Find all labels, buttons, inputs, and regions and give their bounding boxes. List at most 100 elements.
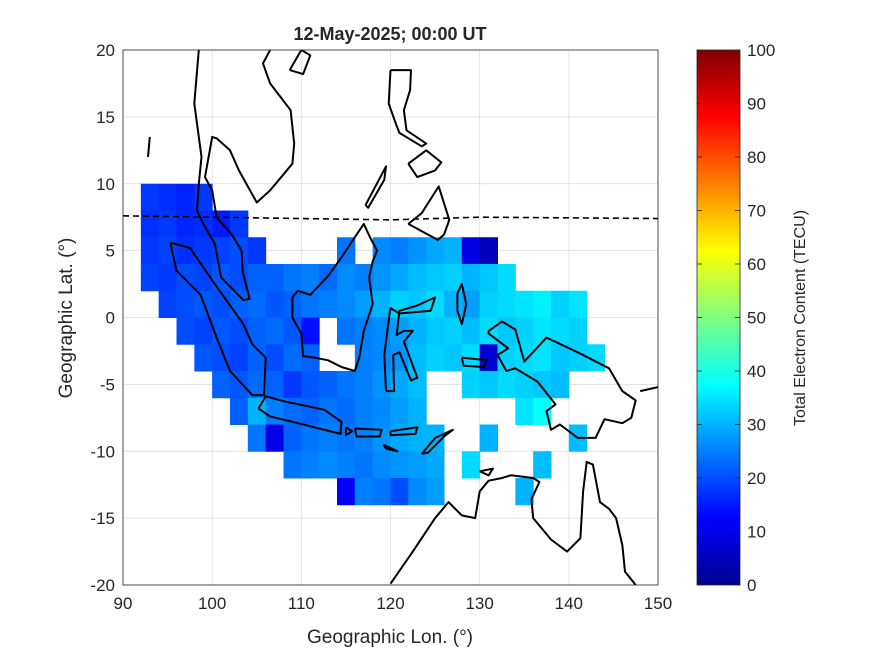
tec-cell [140, 183, 160, 211]
tec-cell [354, 344, 374, 372]
colorbar-tick-label: 70 [747, 202, 766, 221]
tec-cell [230, 264, 249, 292]
tec-cell [247, 371, 267, 399]
coastline-seram [460, 356, 488, 368]
x-tick-label: 130 [465, 594, 493, 613]
x-axis-ticks: 90 100 110 120 130 140 150 [114, 594, 673, 613]
tec-cell [247, 264, 267, 292]
tec-cell [497, 371, 516, 399]
y-tick-label: -5 [100, 375, 115, 394]
tec-cell [337, 317, 356, 345]
y-tick-label: -15 [90, 509, 115, 528]
tec-cell [568, 290, 588, 318]
tec-cell [390, 264, 409, 292]
tec-cell [247, 237, 267, 265]
tec-cell [176, 317, 195, 345]
tec-cell [283, 264, 302, 292]
colorbar [696, 49, 741, 586]
tec-cell [479, 264, 498, 292]
tec-cell [408, 478, 427, 506]
tec-cell [426, 264, 445, 292]
tec-cell [265, 317, 284, 345]
tec-cell [461, 264, 481, 292]
tec-cell [408, 397, 427, 425]
tec-cell [461, 451, 481, 479]
tec-cell [176, 183, 195, 211]
tec-cell [283, 344, 302, 372]
tec-cell [444, 237, 463, 265]
colorbar-tick-label: 60 [747, 255, 766, 274]
tec-cell [194, 264, 213, 292]
x-tick-label: 110 [288, 594, 315, 613]
tec-cell [479, 290, 498, 318]
y-tick-label: -20 [90, 576, 115, 595]
coastline-visayas [407, 149, 443, 179]
tec-cell [212, 371, 231, 399]
tec-cell [515, 397, 534, 425]
tec-cell [140, 210, 160, 238]
tec-cell [319, 371, 338, 399]
tec-cell [426, 478, 445, 506]
coastline-andaman [147, 136, 151, 158]
colorbar-tick-label: 80 [747, 148, 766, 167]
y-tick-label: 0 [106, 309, 115, 328]
tec-cell [265, 264, 284, 292]
tec-cell [301, 371, 320, 399]
coastlines [147, 50, 658, 585]
tec-cell [515, 317, 534, 345]
tec-cell [372, 451, 391, 479]
tec-cell [247, 290, 267, 318]
tec-cell [533, 344, 552, 372]
tec-cell [337, 478, 356, 506]
x-axis-label: Geographic Lon. (°) [307, 627, 473, 648]
tec-cell [140, 264, 160, 292]
tec-cell [301, 317, 320, 345]
tec-cell [426, 451, 445, 479]
tec-cell [533, 451, 552, 479]
tec-cell [444, 317, 463, 345]
colorbar-tick-label: 20 [747, 469, 766, 488]
tec-cell [354, 264, 374, 292]
tec-cell [390, 371, 409, 399]
tec-cell [390, 317, 409, 345]
tec-cell [301, 451, 320, 479]
tec-cell [497, 264, 516, 292]
coastline-sumbawa [353, 427, 383, 438]
y-tick-label: 15 [96, 108, 115, 127]
tec-cell [426, 344, 445, 372]
coastline-hainan [288, 50, 312, 76]
tec-cell [301, 424, 320, 452]
tec-cell [461, 290, 481, 318]
tec-cell [230, 210, 249, 238]
tec-cell [551, 344, 570, 372]
tec-cell [283, 371, 302, 399]
tec-cell [319, 451, 338, 479]
coastline-australia [389, 460, 637, 585]
coastline-timor [420, 428, 454, 455]
tec-cell [444, 264, 463, 292]
tec-cell [568, 317, 588, 345]
tec-cell [230, 237, 249, 265]
coastline-palawan [364, 165, 387, 209]
colorbar-tick-label: 40 [747, 362, 766, 381]
tec-cell [265, 290, 284, 318]
x-tick-label: 150 [644, 594, 672, 613]
colorbar-tick-label: 0 [747, 576, 756, 595]
tec-cell [319, 290, 338, 318]
tec-cell [337, 397, 356, 425]
tec-cell [479, 371, 498, 399]
tec-cell [408, 317, 427, 345]
tec-cell [461, 317, 481, 345]
coastline-java [257, 395, 343, 435]
tec-cell [426, 290, 445, 318]
colorbar-tick-label: 10 [747, 523, 766, 542]
coastline-melville [479, 467, 494, 477]
coastline-sumba [382, 443, 399, 453]
tec-cell [247, 344, 267, 372]
tec-cell [194, 317, 213, 345]
tec-cell [194, 344, 213, 372]
tec-cell [247, 424, 267, 452]
tec-cell [408, 371, 427, 399]
tec-cell [301, 397, 320, 425]
